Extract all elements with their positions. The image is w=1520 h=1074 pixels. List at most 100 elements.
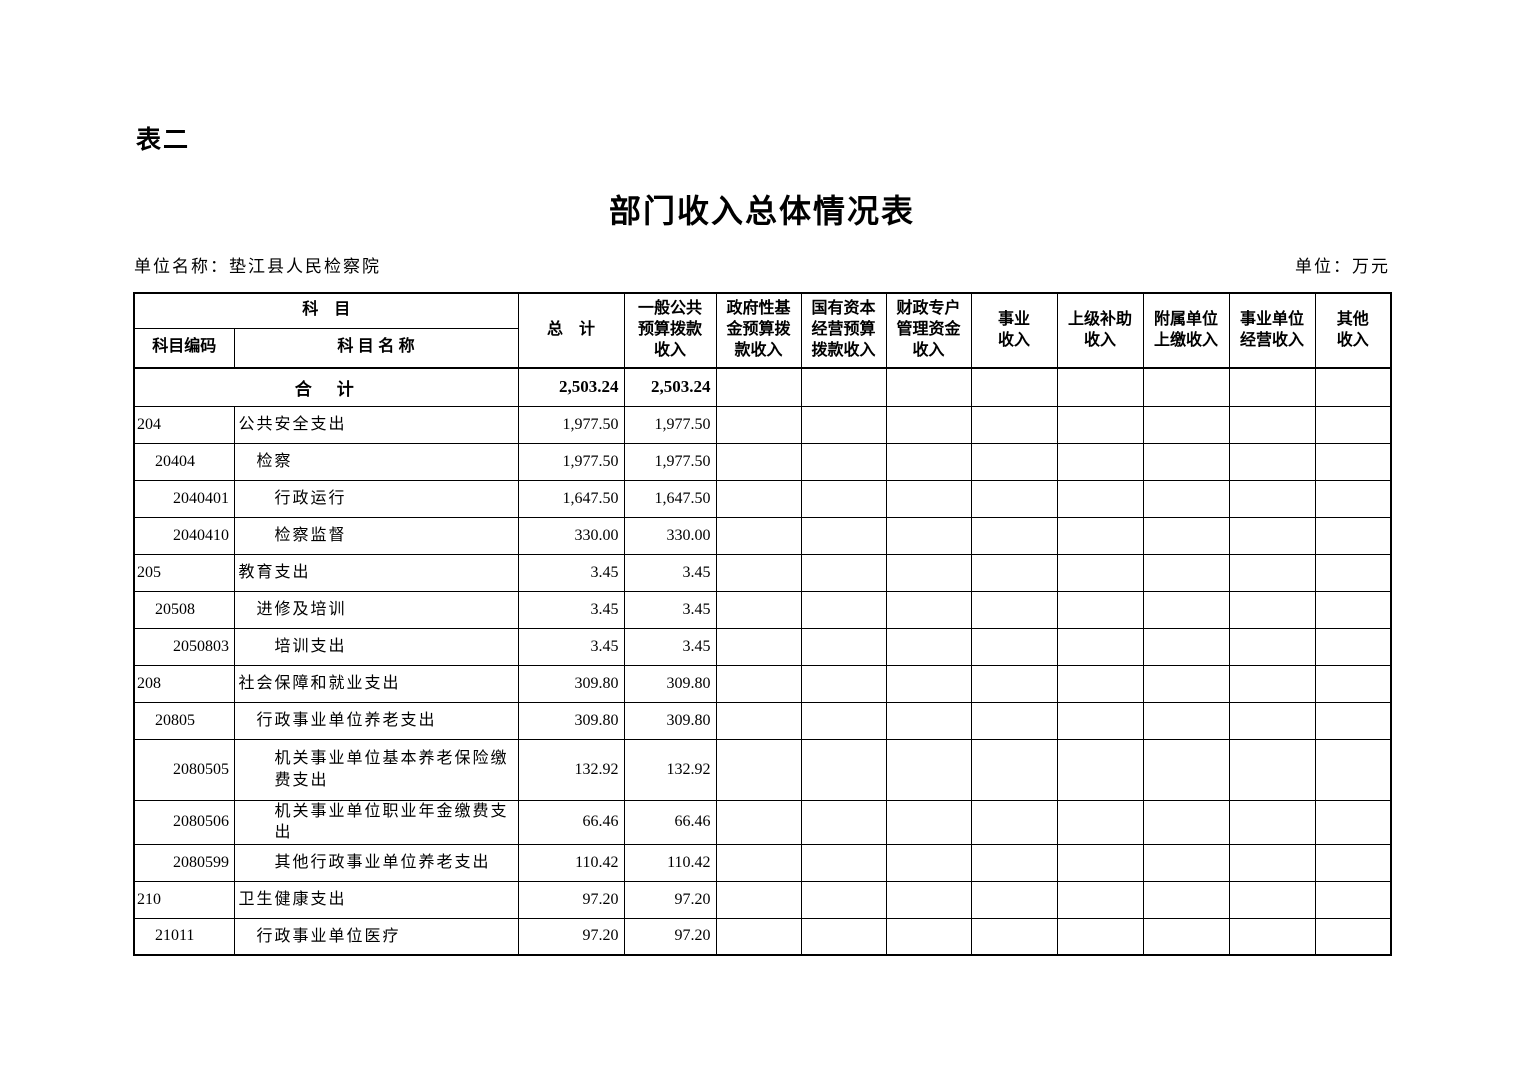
cell-general-public-budget: 2,503.24 — [623, 367, 717, 407]
empty-cell — [885, 627, 972, 666]
empty-cell — [885, 367, 972, 407]
cell-total: 97.20 — [517, 917, 625, 956]
cell-total: 3.45 — [517, 590, 625, 629]
empty-cell — [970, 405, 1058, 444]
empty-cell — [1056, 701, 1144, 740]
table-row: 2040401 行政运行 1,647.50 1,647.50 — [133, 479, 1392, 518]
empty-cell — [1056, 442, 1144, 481]
empty-cell — [1228, 405, 1316, 444]
empty-cell — [1142, 367, 1230, 407]
empty-cell — [1228, 738, 1316, 801]
table-row: 20805 行政事业单位养老支出 309.80 309.80 — [133, 701, 1392, 740]
empty-cell — [800, 367, 887, 407]
empty-cell — [1314, 917, 1392, 956]
empty-cell — [800, 701, 887, 740]
empty-cell — [885, 799, 972, 845]
empty-cell — [800, 917, 887, 956]
empty-cell — [1314, 442, 1392, 481]
empty-cell — [715, 627, 802, 666]
empty-cell — [885, 442, 972, 481]
cell-code: 2080505 — [133, 738, 235, 801]
table-row: 21011 行政事业单位医疗 97.20 97.20 — [133, 917, 1392, 956]
cell-code: 20508 — [133, 590, 235, 629]
empty-cell — [715, 701, 802, 740]
empty-cell — [1142, 843, 1230, 882]
empty-cell — [1228, 627, 1316, 666]
empty-cell — [1314, 701, 1392, 740]
empty-cell — [1056, 843, 1144, 882]
empty-cell — [1142, 880, 1230, 919]
table-row: 2080505 机关事业单位基本养老保险缴费支出 132.92 132.92 — [133, 738, 1392, 801]
empty-cell — [970, 627, 1058, 666]
cell-general-public-budget: 66.46 — [623, 799, 717, 845]
empty-cell — [970, 843, 1058, 882]
empty-cell — [970, 738, 1058, 801]
cell-code: 2050803 — [133, 627, 235, 666]
empty-cell — [970, 442, 1058, 481]
cell-total: 66.46 — [517, 799, 625, 845]
cell-name: 进修及培训 — [233, 590, 519, 629]
empty-cell — [1142, 738, 1230, 801]
cell-total: 132.92 — [517, 738, 625, 801]
cell-total: 3.45 — [517, 627, 625, 666]
table-row: 20404 检察 1,977.50 1,977.50 — [133, 442, 1392, 481]
empty-cell — [970, 880, 1058, 919]
cell-general-public-budget: 97.20 — [623, 917, 717, 956]
header-business-unit-operating: 事业单位 经营收入 — [1228, 292, 1316, 369]
empty-cell — [1314, 405, 1392, 444]
empty-cell — [800, 799, 887, 845]
empty-cell — [715, 442, 802, 481]
empty-cell — [1142, 442, 1230, 481]
empty-cell — [1056, 738, 1144, 801]
table-row: 20508 进修及培训 3.45 3.45 — [133, 590, 1392, 629]
cell-total: 3.45 — [517, 553, 625, 592]
cell-code: 21011 — [133, 917, 235, 956]
empty-cell — [885, 664, 972, 703]
empty-cell — [715, 367, 802, 407]
table-row: 2080599 其他行政事业单位养老支出 110.42 110.42 — [133, 843, 1392, 882]
empty-cell — [1314, 880, 1392, 919]
meta-row: 单位名称：垫江县人民检察院 单位：万元 — [134, 252, 1390, 277]
empty-cell — [885, 701, 972, 740]
empty-cell — [800, 880, 887, 919]
total-row: 合 计 2,503.24 2,503.24 — [133, 367, 1392, 407]
header-affiliated-unit-payment: 附属单位 上缴收入 — [1142, 292, 1230, 369]
empty-cell — [1228, 590, 1316, 629]
empty-cell — [1056, 664, 1144, 703]
empty-cell — [1056, 917, 1144, 956]
empty-cell — [1314, 664, 1392, 703]
cell-name: 行政事业单位养老支出 — [233, 701, 519, 740]
empty-cell — [885, 479, 972, 518]
empty-cell — [1228, 516, 1316, 555]
cell-name: 机关事业单位职业年金缴费支出 — [233, 799, 519, 845]
empty-cell — [715, 880, 802, 919]
cell-total: 97.20 — [517, 880, 625, 919]
cell-total: 330.00 — [517, 516, 625, 555]
cell-name: 公共安全支出 — [233, 405, 519, 444]
header-row-1: 科 目 总 计 一般公共 预算拨款 收入 政府性基 金预算拨 款收入 国有资本 … — [133, 292, 1392, 369]
empty-cell — [1142, 664, 1230, 703]
empty-cell — [885, 880, 972, 919]
cell-code: 2080599 — [133, 843, 235, 882]
empty-cell — [1056, 799, 1144, 845]
cell-general-public-budget: 3.45 — [623, 627, 717, 666]
empty-cell — [885, 405, 972, 444]
table-row: 205 教育支出 3.45 3.45 — [133, 553, 1392, 592]
cell-code: 20404 — [133, 442, 235, 481]
empty-cell — [1314, 627, 1392, 666]
empty-cell — [715, 738, 802, 801]
empty-cell — [715, 479, 802, 518]
cell-name: 行政运行 — [233, 479, 519, 518]
empty-cell — [970, 701, 1058, 740]
empty-cell — [885, 516, 972, 555]
cell-code: 204 — [133, 405, 235, 444]
header-subject: 科 目 — [133, 292, 519, 329]
empty-cell — [1228, 880, 1316, 919]
empty-cell — [1314, 738, 1392, 801]
total-row-label: 合 计 — [133, 367, 519, 407]
cell-name: 卫生健康支出 — [233, 880, 519, 919]
cell-code: 210 — [133, 880, 235, 919]
empty-cell — [885, 553, 972, 592]
header-gov-fund-budget: 政府性基 金预算拨 款收入 — [715, 292, 802, 369]
empty-cell — [1056, 516, 1144, 555]
